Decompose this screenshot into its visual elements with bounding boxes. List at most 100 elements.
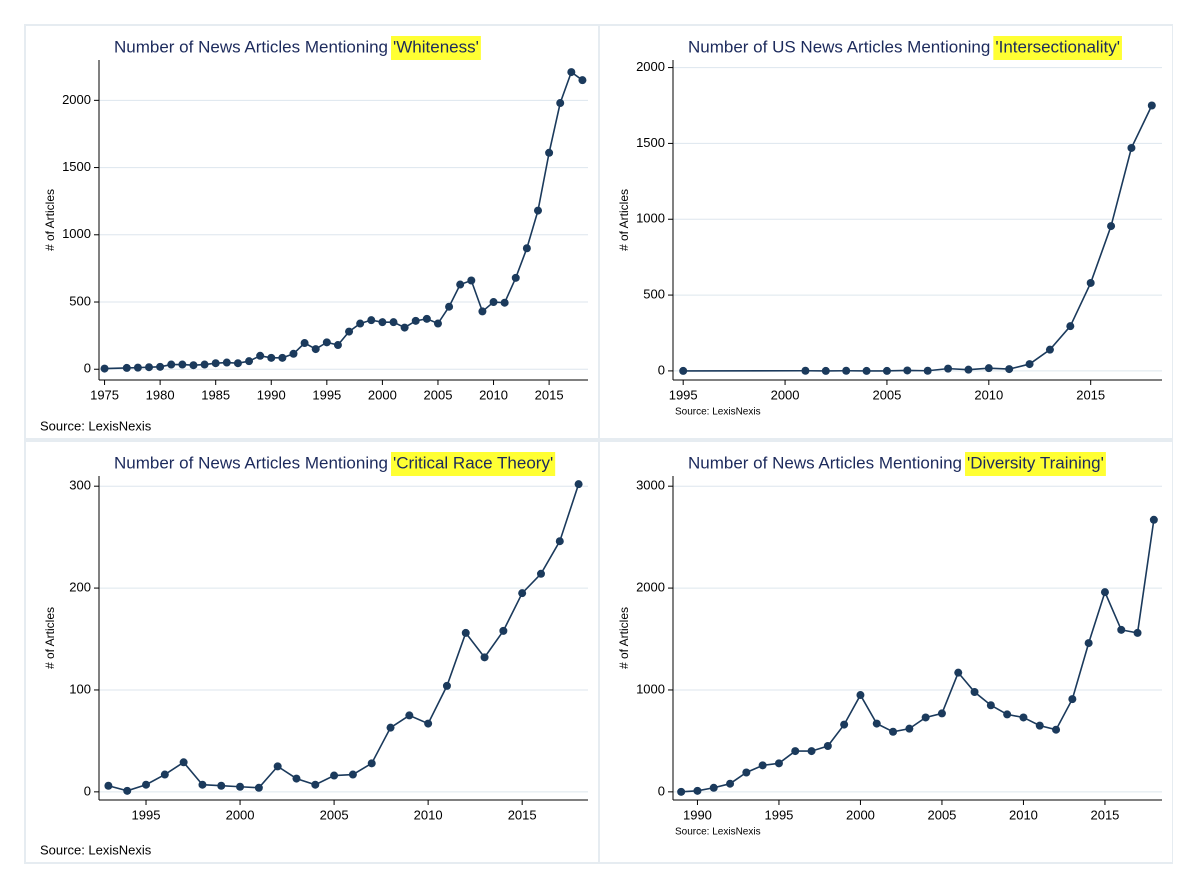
x-tick-label: 2010 xyxy=(974,387,1003,402)
data-point xyxy=(100,364,109,373)
chart-title-highlight: 'Whiteness' xyxy=(393,37,479,56)
data-point xyxy=(189,361,198,370)
data-point xyxy=(986,701,995,710)
x-tick-label: 1990 xyxy=(257,387,286,402)
data-point xyxy=(500,298,509,307)
data-point xyxy=(489,298,498,307)
y-tick-label: 0 xyxy=(658,362,665,377)
data-point xyxy=(236,782,245,791)
data-point xyxy=(133,363,142,372)
data-point xyxy=(156,362,165,371)
data-point xyxy=(791,747,800,756)
data-point xyxy=(1003,710,1012,719)
data-point xyxy=(333,341,342,350)
data-line xyxy=(108,483,580,792)
data-point xyxy=(1149,515,1158,524)
data-point xyxy=(905,724,914,733)
data-point xyxy=(984,364,993,373)
data-point xyxy=(330,771,339,780)
data-point xyxy=(840,720,849,729)
chart-title-highlight: 'Critical Race Theory' xyxy=(393,453,553,472)
y-tick-label: 1500 xyxy=(62,159,91,174)
data-point xyxy=(677,787,686,796)
chart-title-highlight: 'Intersectionality' xyxy=(995,37,1120,56)
x-tick-label: 2005 xyxy=(424,387,453,402)
data-point xyxy=(367,316,376,325)
data-point xyxy=(123,786,132,795)
data-point xyxy=(1117,625,1126,634)
data-point xyxy=(937,709,946,718)
data-point xyxy=(178,360,187,369)
data-point xyxy=(200,360,209,369)
title-highlight-bg xyxy=(965,452,1106,476)
data-point xyxy=(726,779,735,788)
y-tick-label: 1000 xyxy=(636,211,665,226)
x-tick-label: 2000 xyxy=(368,387,397,402)
data-point xyxy=(1127,143,1136,152)
data-point xyxy=(1045,345,1054,354)
data-point xyxy=(742,768,751,777)
data-point xyxy=(518,589,527,598)
data-point xyxy=(970,688,979,696)
data-point xyxy=(348,770,357,779)
y-tick-label: 0 xyxy=(84,783,91,798)
y-tick-label: 3000 xyxy=(636,478,665,493)
data-point xyxy=(556,99,565,108)
data-point xyxy=(842,366,851,375)
data-point xyxy=(322,338,331,347)
data-point xyxy=(256,351,265,360)
y-tick-label: 300 xyxy=(69,478,91,493)
data-point xyxy=(311,345,320,354)
data-point xyxy=(461,628,470,637)
data-point xyxy=(679,366,688,375)
x-tick-label: 2005 xyxy=(927,807,956,822)
data-point xyxy=(1025,360,1034,369)
data-point xyxy=(400,323,409,332)
chart-title: Number of US News Articles Mentioning xyxy=(688,37,990,56)
data-point xyxy=(160,770,169,779)
data-point xyxy=(211,359,220,368)
data-point xyxy=(424,719,433,728)
data-point xyxy=(499,626,508,635)
data-point xyxy=(467,276,476,285)
data-point xyxy=(1084,639,1093,648)
data-point xyxy=(954,668,963,677)
data-point xyxy=(872,719,881,728)
title-highlight-bg xyxy=(993,36,1122,60)
data-point xyxy=(167,360,176,369)
chart-title: Number of News Articles Mentioning xyxy=(114,37,388,56)
data-point xyxy=(536,569,545,578)
data-point xyxy=(964,365,973,374)
data-point xyxy=(433,319,442,328)
data-point xyxy=(693,786,702,795)
data-point xyxy=(758,761,767,770)
data-point xyxy=(821,366,830,375)
x-tick-label: 1995 xyxy=(312,387,341,402)
data-point xyxy=(1133,628,1142,637)
data-point xyxy=(856,691,865,700)
data-point xyxy=(267,353,276,362)
data-point xyxy=(104,781,113,790)
data-point xyxy=(292,774,301,783)
data-point xyxy=(345,327,354,336)
data-point xyxy=(903,366,912,375)
x-tick-label: 1995 xyxy=(132,807,161,822)
data-point xyxy=(774,759,783,768)
data-point xyxy=(289,349,298,358)
x-tick-label: 2010 xyxy=(1009,807,1038,822)
data-point xyxy=(367,759,376,768)
y-tick-label: 0 xyxy=(84,361,91,376)
data-point xyxy=(882,366,891,375)
y-tick-label: 200 xyxy=(69,580,91,595)
data-point xyxy=(522,244,531,253)
data-point xyxy=(254,783,263,792)
data-point xyxy=(511,273,520,282)
x-tick-label: 1995 xyxy=(669,387,698,402)
data-point xyxy=(1107,222,1116,231)
x-tick-label: 2000 xyxy=(846,807,875,822)
data-point xyxy=(445,302,454,311)
y-axis-label: # of Articles xyxy=(43,189,57,251)
x-tick-label: 1980 xyxy=(146,387,175,402)
chart-title-highlight: 'Diversity Training' xyxy=(967,453,1104,472)
chart-panel: 0 100 200 300 1995 2000 2005 2010 2015 # of Artic… xyxy=(26,442,598,862)
